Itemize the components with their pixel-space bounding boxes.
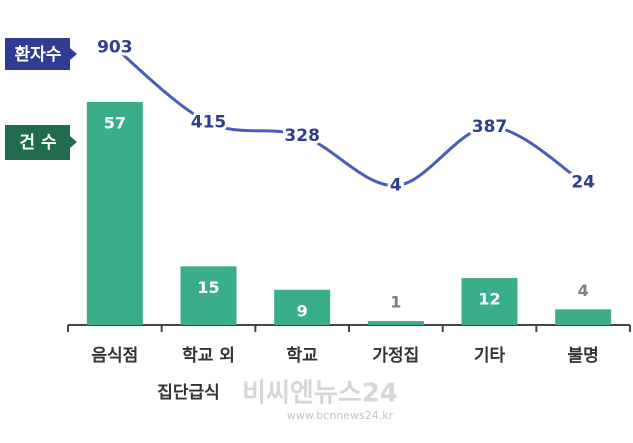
- line-value-label: 4: [390, 176, 402, 196]
- bar-value-label: 9: [297, 301, 308, 320]
- x-tick-label: 기타: [474, 346, 506, 366]
- bar: [274, 289, 331, 325]
- x-tick-label: 학교: [287, 346, 319, 366]
- bar: [86, 102, 143, 325]
- line-value-label: 415: [191, 113, 227, 133]
- line-value-label: 24: [571, 173, 595, 193]
- x-tick-label-line: 집단급식: [157, 383, 220, 403]
- watermark-url: www.bcnnews24.kr: [287, 409, 394, 422]
- bar-value-label: 57: [104, 114, 126, 133]
- legend-label: 건 수: [19, 133, 57, 153]
- bar-value-label: 12: [478, 290, 500, 309]
- line-value-label: 328: [284, 126, 320, 146]
- line: [113, 46, 584, 188]
- line-value-label: 903: [97, 38, 133, 58]
- bar: [367, 321, 424, 325]
- line-value-label: 387: [472, 117, 508, 137]
- legend-badge-bar: [5, 125, 77, 160]
- bar: [461, 278, 518, 325]
- bar: [555, 309, 612, 325]
- legend-label: 환자수: [15, 45, 62, 65]
- x-tick-label: 가정집: [372, 346, 419, 366]
- x-tick-label-line: 학교 외: [182, 346, 235, 366]
- x-tick-label: 불명: [568, 346, 599, 366]
- bar-value-label: 4: [578, 281, 589, 300]
- bar-value-label: 1: [390, 293, 401, 312]
- legend-badge-line: [5, 38, 77, 70]
- watermark: 비씨엔뉴스24: [242, 379, 398, 409]
- bar: [180, 266, 237, 325]
- bar-value-label: 15: [197, 278, 219, 297]
- x-tick-label: 음식점: [91, 346, 138, 366]
